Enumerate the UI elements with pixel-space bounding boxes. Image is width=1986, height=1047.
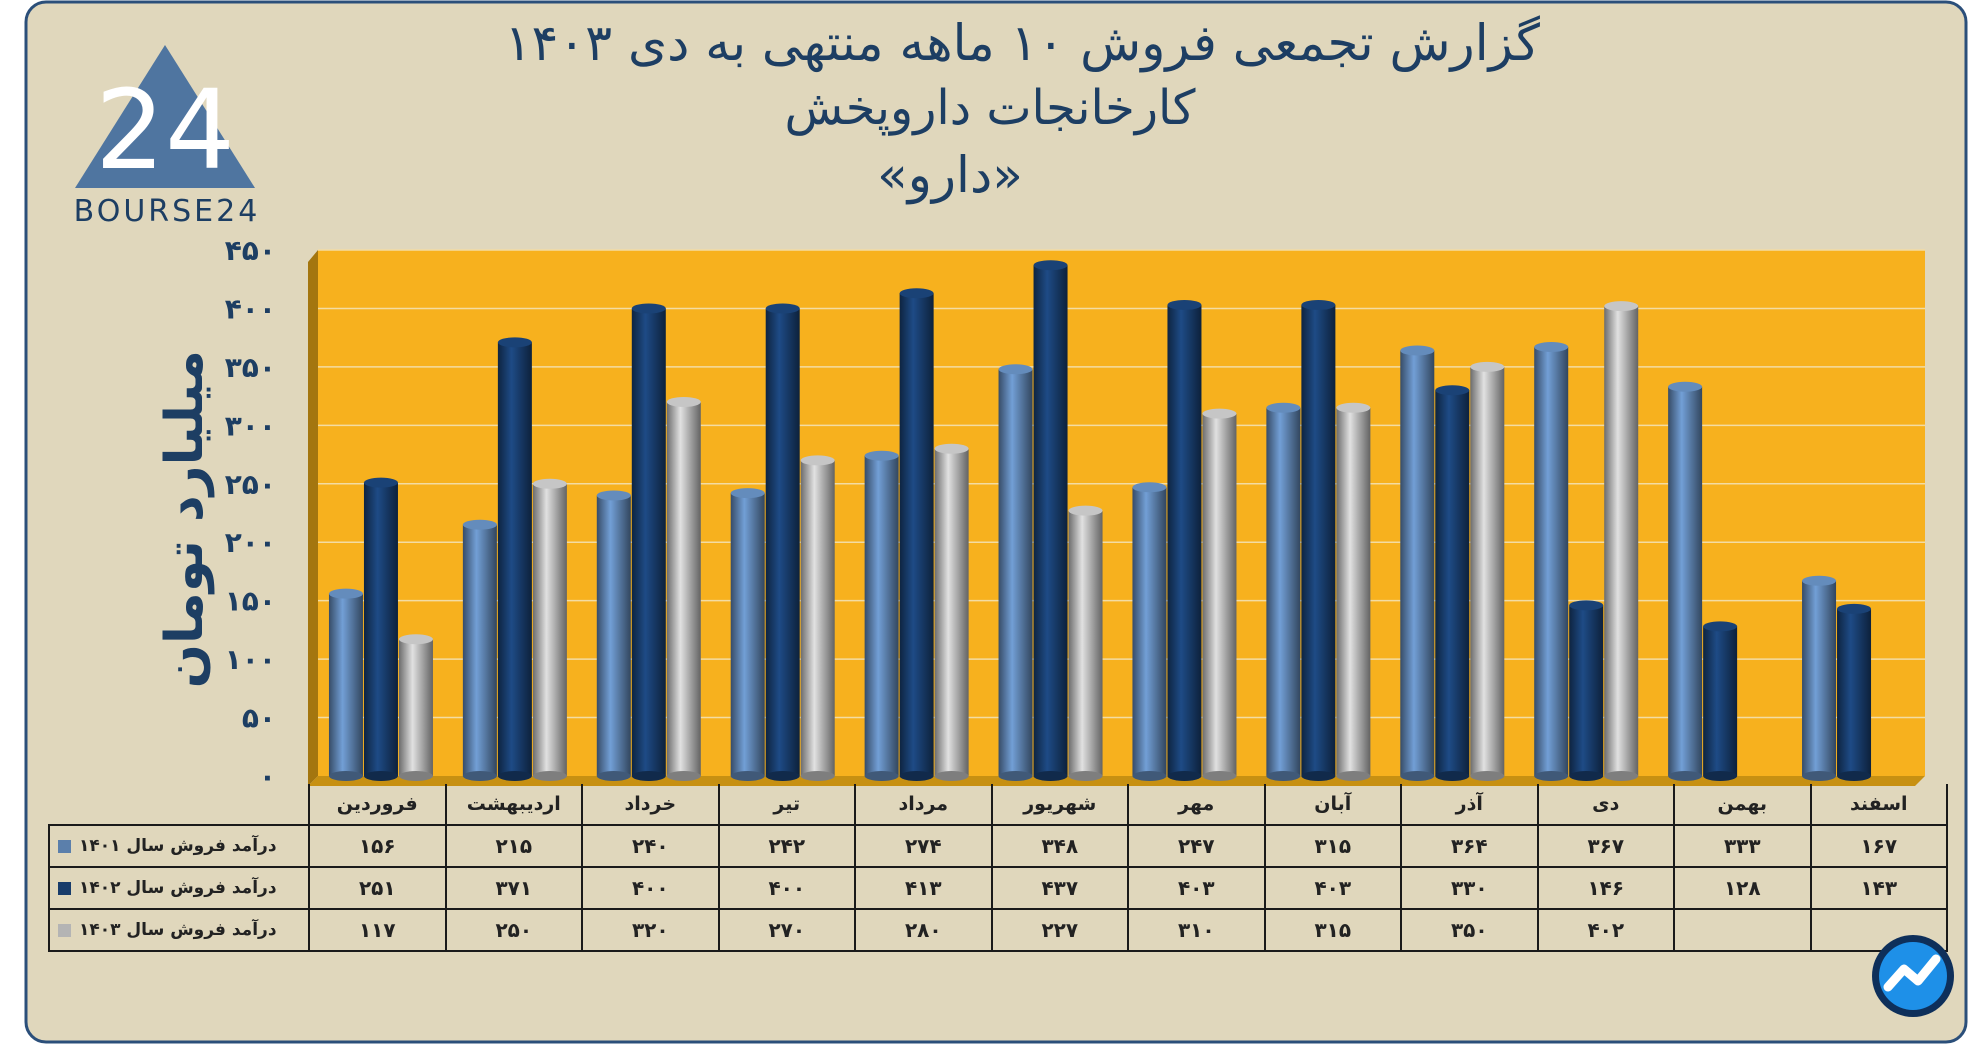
legend-entry: درآمد فروش سال ۱۴۰۱	[48, 824, 310, 868]
logo-triangle	[75, 45, 255, 188]
data-label: ۳۷۱	[444, 866, 583, 910]
table-row: درآمد فروش سال ۱۴۰۱ ۱۵۶ ۲۱۵ ۲۴۰ ۲۴۲ ۲۷۴ ۳۴۸ ۲۴۷…	[48, 824, 1948, 868]
data-label: ۲۵۱	[308, 866, 447, 910]
legend-entry: درآمد فروش سال ۱۴۰۳	[48, 908, 310, 952]
data-label: ۴۰۲	[1536, 908, 1675, 952]
logo-mark: 24	[95, 66, 235, 194]
data-label: ۴۰۳	[1127, 866, 1266, 910]
data-label: ۴۱۳	[854, 866, 993, 910]
data-label: ۳۳۳	[1673, 824, 1812, 868]
x-tick-label: مهر	[1127, 784, 1266, 826]
data-label: ۲۴۷	[1127, 824, 1266, 868]
data-label: ۴۰۰	[717, 866, 856, 910]
data-label: ۲۵۰	[444, 908, 583, 952]
legend-label: درآمد فروش سال ۱۴۰۲	[79, 878, 277, 898]
table-corner	[49, 784, 309, 826]
x-tick-label: آبان	[1263, 784, 1402, 826]
x-tick-label: فروردین	[308, 784, 447, 826]
table-row: درآمد فروش سال ۱۴۰۳ ۱۱۷ ۲۵۰ ۳۲۰ ۲۷۰ ۲۸۰ ۲۲۷ ۳۱۰…	[48, 908, 1948, 952]
data-label: ۴۰۳	[1263, 866, 1402, 910]
data-label: ۲۴۲	[717, 824, 856, 868]
legend-entry: درآمد فروش سال ۱۴۰۲	[48, 866, 310, 910]
data-label: ۴۳۷	[990, 866, 1129, 910]
x-tick-label: بهمن	[1673, 784, 1812, 826]
y-axis-label: میلیارد تومان	[155, 350, 215, 689]
x-tick-label: آذر	[1400, 784, 1539, 826]
data-label: ۳۱۵	[1263, 824, 1402, 868]
data-label: ۱۱۷	[308, 908, 447, 952]
x-tick-label: دی	[1536, 784, 1675, 826]
data-label: ۳۵۰	[1400, 908, 1539, 952]
data-label: ۲۴۰	[581, 824, 720, 868]
logo-text: BOURSE24	[73, 194, 261, 229]
data-label: ۱۴۶	[1536, 866, 1675, 910]
data-label: ۳۶۴	[1400, 824, 1539, 868]
data-label: ۲۸۰	[854, 908, 993, 952]
x-tick-label: تیر	[717, 784, 856, 826]
table-header-row: فروردین اردیبهشت خرداد تیر مرداد شهریور مهر آبا…	[49, 784, 1948, 826]
x-tick-label: مرداد	[854, 784, 993, 826]
chart-title: گزارش تجمعی فروش ۱۰ ماهه منتهی به دی ۱۴۰…	[504, 14, 1540, 72]
data-label: ۳۶۷	[1536, 824, 1675, 868]
data-label: ۳۱۵	[1263, 908, 1402, 952]
data-label	[1673, 908, 1812, 952]
data-label: ۱۵۶	[308, 824, 447, 868]
data-label: ۲۷۴	[854, 824, 993, 868]
data-label: ۳۱۰	[1127, 908, 1266, 952]
data-label: ۳۴۸	[990, 824, 1129, 868]
data-label: ۱۶۷	[1809, 824, 1948, 868]
data-label: ۳۲۰	[581, 908, 720, 952]
legend-label: درآمد فروش سال ۱۴۰۳	[79, 920, 277, 940]
trend-logo-icon	[1872, 935, 1954, 1017]
data-label: ۱۲۸	[1673, 866, 1812, 910]
x-tick-label: اردیبهشت	[444, 784, 583, 826]
x-tick-label: شهریور	[990, 784, 1129, 826]
legend-swatch	[58, 881, 71, 895]
data-label: ۳۳۰	[1400, 866, 1539, 910]
legend-label: درآمد فروش سال ۱۴۰۱	[79, 836, 277, 856]
data-label: ۲۱۵	[444, 824, 583, 868]
x-tick-label: خرداد	[581, 784, 720, 826]
legend-swatch	[58, 923, 71, 937]
data-label: ۲۲۷	[990, 908, 1129, 952]
table-row: درآمد فروش سال ۱۴۰۲ ۲۵۱ ۳۷۱ ۴۰۰ ۴۰۰ ۴۱۳ ۴۳۷ ۴۰۳…	[48, 866, 1948, 910]
chart-subtitle-ticker: «دارو»	[877, 146, 1023, 204]
data-label: ۲۷۰	[717, 908, 856, 952]
data-table: فروردین اردیبهشت خرداد تیر مرداد شهریور مهر آبا…	[48, 784, 1948, 952]
legend-swatch	[58, 839, 71, 853]
x-tick-label: اسفند	[1809, 784, 1948, 826]
data-label: ۱۴۳	[1809, 866, 1948, 910]
data-label: ۴۰۰	[581, 866, 720, 910]
bourse24-logo: 24	[75, 45, 255, 194]
chart-subtitle: کارخانجات داروپخش	[784, 80, 1196, 136]
